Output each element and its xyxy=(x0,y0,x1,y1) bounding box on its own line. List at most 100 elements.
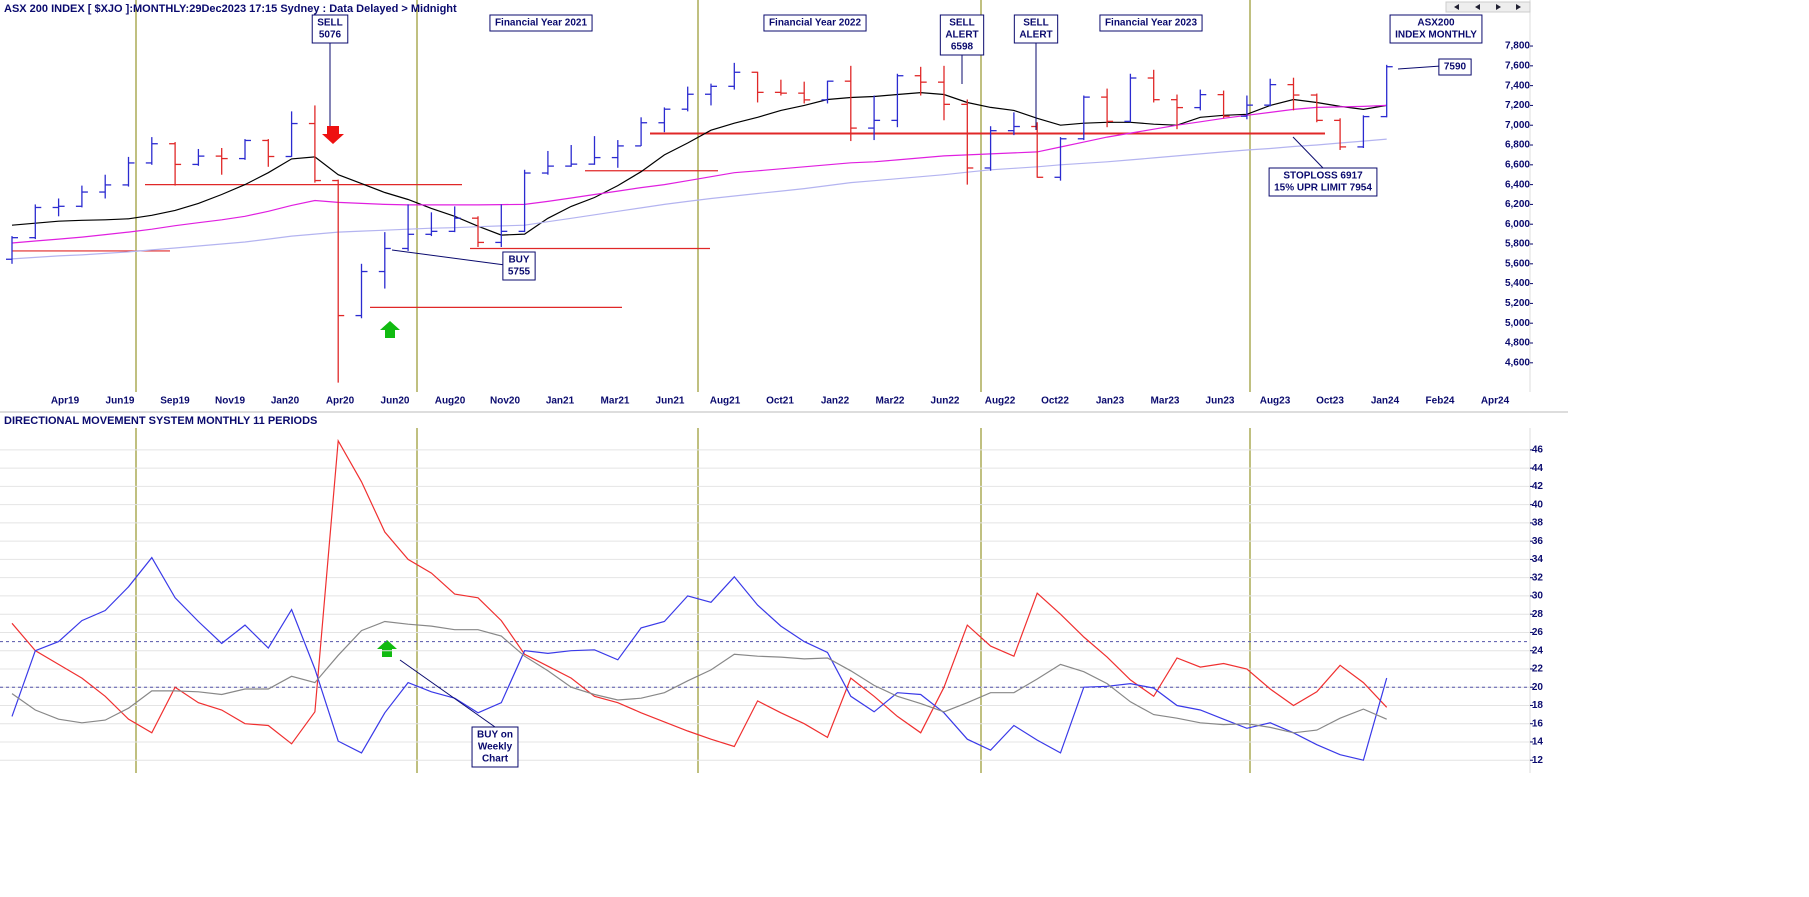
annotation-text: ASX200 xyxy=(1417,18,1455,29)
y-tick-label: 5,200 xyxy=(1505,298,1530,309)
annotation-leader xyxy=(1397,65,1442,70)
y-tick-label: 6,000 xyxy=(1505,219,1530,230)
y-tick-label: 16 xyxy=(1532,718,1544,729)
annotation-text: Financial Year 2021 xyxy=(495,18,588,29)
nav-first[interactable] xyxy=(1454,4,1459,10)
x-tick-label: Apr24 xyxy=(1481,396,1510,407)
x-tick-label: Mar21 xyxy=(601,396,630,407)
x-tick-label: Feb24 xyxy=(1426,396,1455,407)
annotation-text: Financial Year 2023 xyxy=(1105,18,1198,29)
annotation-text: SELL xyxy=(317,18,343,29)
x-tick-label: Jun23 xyxy=(1206,396,1235,407)
x-tick-label: Apr19 xyxy=(51,396,80,407)
y-tick-label: 4,600 xyxy=(1505,357,1530,368)
x-tick-label: Jan23 xyxy=(1096,396,1125,407)
y-tick-label: 7,200 xyxy=(1505,100,1530,111)
y-tick-label: 6,800 xyxy=(1505,140,1530,151)
x-tick-label: Oct23 xyxy=(1316,396,1344,407)
navigation-buttons[interactable] xyxy=(1445,1,1531,13)
nav-last[interactable] xyxy=(1516,4,1521,10)
y-tick-label: 12 xyxy=(1532,755,1544,766)
x-tick-label: Jun20 xyxy=(381,396,410,407)
x-tick-label: Jun21 xyxy=(656,396,685,407)
y-tick-label: 6,200 xyxy=(1505,199,1530,210)
annotation-box xyxy=(763,14,867,32)
x-tick-label: Jan21 xyxy=(546,396,575,407)
annotation-box xyxy=(1438,58,1472,76)
y-tick-label: 20 xyxy=(1532,682,1544,693)
annotation-text: ALERT xyxy=(1019,30,1052,41)
y-tick-label: 6,400 xyxy=(1505,179,1530,190)
annotation-leader xyxy=(391,249,506,266)
y-tick-label: 14 xyxy=(1532,737,1544,748)
nav-next[interactable] xyxy=(1496,4,1501,10)
buy-arrow xyxy=(380,321,400,338)
nav-bar[interactable] xyxy=(1445,1,1531,13)
y-tick-label: 5,800 xyxy=(1505,239,1530,250)
annotation-text: 5755 xyxy=(508,267,531,278)
y-tick-label: 5,000 xyxy=(1505,318,1530,329)
annotation-text: Weekly xyxy=(478,742,513,753)
annotation-box xyxy=(471,726,519,768)
financial-year-lines xyxy=(135,0,1251,773)
chart-title: DIRECTIONAL MOVEMENT SYSTEM MONTHLY 11 P… xyxy=(4,415,317,427)
y-tick-label: 46 xyxy=(1532,445,1544,456)
x-tick-label: Aug20 xyxy=(435,396,466,407)
annotation-text: SELL xyxy=(949,18,975,29)
annotation: 7590 xyxy=(1438,58,1472,76)
annotation-box xyxy=(1013,14,1059,44)
y-tick-label: 7,000 xyxy=(1505,120,1530,131)
y-tick-label: 24 xyxy=(1532,645,1544,656)
annotation: Financial Year 2023 xyxy=(1099,14,1203,32)
x-tick-label: Mar22 xyxy=(876,396,905,407)
y-tick-label: 32 xyxy=(1532,572,1544,583)
annotation-box xyxy=(1099,14,1203,32)
annotation-text: Chart xyxy=(482,754,509,765)
y-tick-label: 7,600 xyxy=(1505,60,1530,71)
x-tick-label: Oct21 xyxy=(766,396,794,407)
series-line xyxy=(11,620,1387,734)
y-tick-label: 42 xyxy=(1532,481,1544,492)
chart-title: ASX 200 INDEX [ $XJO ]:MONTHLY:29Dec2023… xyxy=(4,3,457,15)
annotation-text: BUY xyxy=(508,255,529,266)
y-tick-label: 28 xyxy=(1532,609,1544,620)
y-tick-label: 40 xyxy=(1532,499,1544,510)
x-tick-label: Nov19 xyxy=(215,396,245,407)
annotation: Financial Year 2022 xyxy=(763,14,867,32)
annotation-text: INDEX MONTHLY xyxy=(1395,30,1477,41)
x-tick-label: Aug21 xyxy=(710,396,741,407)
x-tick-label: Jan22 xyxy=(821,396,850,407)
x-tick-label: Jun22 xyxy=(931,396,960,407)
x-tick-label: Aug22 xyxy=(985,396,1016,407)
y-tick-label: 5,400 xyxy=(1505,278,1530,289)
annotation: Financial Year 2021 xyxy=(489,14,593,32)
series-line xyxy=(11,438,1388,748)
annotation-box xyxy=(939,14,985,56)
y-tick-label: 7,800 xyxy=(1505,41,1530,52)
x-tick-label: Sep19 xyxy=(160,396,190,407)
x-tick-label: Nov20 xyxy=(490,396,520,407)
y-tick-label: 30 xyxy=(1532,591,1544,602)
y-tick-label: 6,600 xyxy=(1505,159,1530,170)
series-line xyxy=(11,104,1387,244)
annotation-box xyxy=(311,14,349,44)
nav-prev[interactable] xyxy=(1475,4,1480,10)
annotation-text: Financial Year 2022 xyxy=(769,18,862,29)
annotation-text: 6598 xyxy=(951,42,974,53)
series-line xyxy=(11,556,1388,761)
buy-arrow xyxy=(377,640,397,657)
annotation-text: SELL xyxy=(1023,18,1049,29)
x-tick-label: Oct22 xyxy=(1041,396,1069,407)
y-tick-label: 44 xyxy=(1532,463,1544,474)
sell-arrow xyxy=(322,126,344,144)
annotation-leader xyxy=(399,659,496,728)
annotation-text: STOPLOSS 6917 xyxy=(1283,171,1363,182)
y-tick-label: 22 xyxy=(1532,664,1544,675)
annotation-leader xyxy=(1292,136,1324,169)
annotation-text: 15% UPR LIMIT 7954 xyxy=(1274,183,1372,194)
